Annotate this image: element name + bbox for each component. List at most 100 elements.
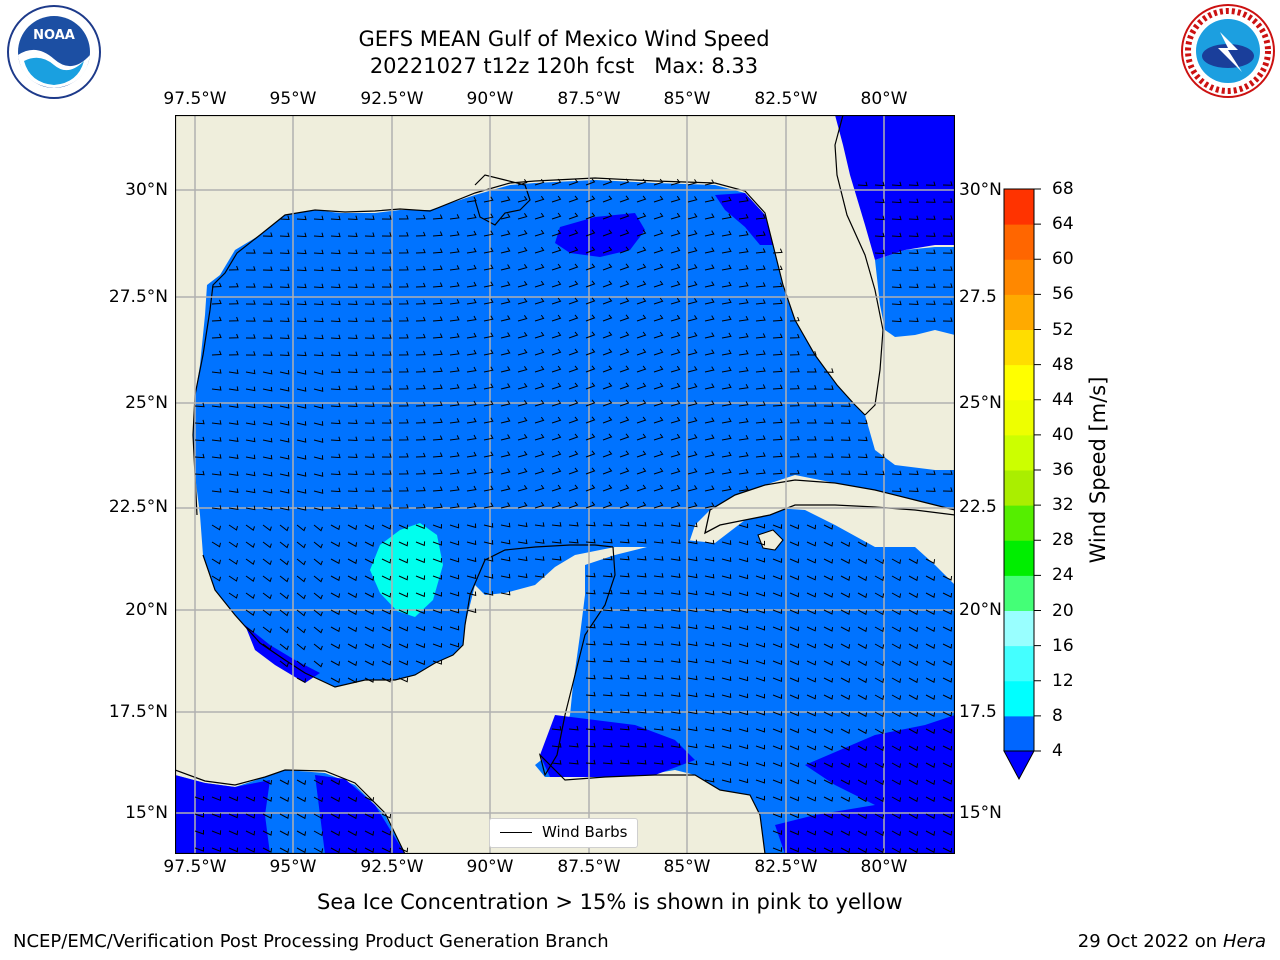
wind-barb <box>619 178 630 186</box>
wind-barb <box>772 558 783 564</box>
wind-barb <box>687 247 698 254</box>
wind-barb <box>772 694 783 700</box>
wind-barb <box>721 417 732 424</box>
wind-barb <box>840 453 851 458</box>
wind-barb <box>483 485 494 492</box>
wind-barb <box>670 433 681 441</box>
colorbar-segment <box>1004 680 1034 717</box>
wind-barb <box>296 249 307 255</box>
wind-barb <box>619 212 630 220</box>
wind-barb <box>857 453 868 459</box>
wind-barb <box>585 674 596 680</box>
wind-barb <box>313 660 323 668</box>
wind-barb <box>908 283 919 289</box>
wind-barb <box>687 400 698 407</box>
wind-barb <box>874 847 885 854</box>
wind-barb <box>925 300 936 305</box>
wind-barb <box>568 521 579 527</box>
wind-barb <box>466 264 477 271</box>
wind-barb <box>942 694 953 700</box>
wind-barb <box>840 779 851 785</box>
colorbar-segment <box>1004 610 1034 647</box>
wind-barb <box>534 331 545 339</box>
wind-barb <box>415 469 426 475</box>
wind-barb <box>687 607 698 613</box>
wind-barb <box>449 625 460 631</box>
wind-barb <box>364 541 375 547</box>
wind-barb <box>806 796 817 802</box>
wind-barb <box>194 453 205 459</box>
wind-barb <box>585 399 596 407</box>
wind-barb <box>925 215 936 220</box>
wind-barb <box>619 555 630 561</box>
wind-barb <box>313 558 323 566</box>
wind-barb <box>551 195 562 203</box>
wind-barb <box>313 266 324 272</box>
wind-barb <box>925 283 936 288</box>
wind-barb <box>347 847 358 854</box>
wind-barb <box>415 626 426 632</box>
wind-barb <box>466 281 477 288</box>
wind-barb <box>381 626 392 632</box>
wind-barb <box>755 727 765 733</box>
wind-barb <box>194 847 204 852</box>
wind-barb <box>653 229 664 237</box>
wind-barb <box>483 434 494 441</box>
wind-barb <box>704 641 715 647</box>
wind-barb <box>415 299 426 305</box>
wind-barb <box>772 745 783 751</box>
wind-barb <box>568 297 579 305</box>
wind-barb <box>704 573 715 579</box>
wind-barb <box>908 643 919 650</box>
wind-barb <box>823 470 834 475</box>
colorbar-tick-label: 24 <box>1052 565 1074 586</box>
wind-barb <box>364 796 375 802</box>
wind-barb <box>466 417 477 424</box>
wind-barb <box>398 214 409 220</box>
colorbar-tick-label: 12 <box>1052 670 1074 691</box>
wind-barb <box>908 266 919 272</box>
wind-barb <box>500 573 511 579</box>
wind-barb <box>653 314 664 322</box>
wind-barb <box>602 297 613 305</box>
wind-barb <box>806 643 817 649</box>
wind-barb <box>636 467 647 475</box>
wind-barb <box>636 297 647 305</box>
colorbar-extend-arrow <box>1003 750 1035 781</box>
wind-barb <box>908 711 919 718</box>
wind-barb <box>636 657 647 663</box>
wind-barb <box>568 399 579 407</box>
wind-barb <box>602 382 613 390</box>
wind-barb <box>364 402 375 407</box>
wind-barb <box>398 350 409 356</box>
wind-barb <box>245 420 256 426</box>
wind-barb <box>585 657 596 663</box>
wind-barb <box>449 384 460 390</box>
wind-barb <box>466 434 477 441</box>
wind-barb <box>517 400 528 407</box>
wind-barb <box>738 693 749 699</box>
wind-barb <box>789 435 800 441</box>
wind-barb <box>738 315 749 322</box>
wind-barb <box>568 229 579 237</box>
wind-barb <box>636 450 647 458</box>
wind-barb <box>789 558 800 564</box>
colorbar-label: Wind Speed [m/s] <box>1086 376 1110 564</box>
wind-barb <box>398 503 409 509</box>
wind-barb <box>211 541 221 548</box>
wind-barb <box>551 365 562 373</box>
wind-barb <box>381 453 392 458</box>
wind-barb <box>449 523 460 529</box>
wind-barb <box>585 538 596 544</box>
colorbar-segment <box>1004 540 1034 576</box>
wind-barb <box>840 830 851 836</box>
wind-barb <box>228 575 238 582</box>
wind-barb <box>228 592 238 599</box>
wind-barb <box>806 728 817 734</box>
wind-barb <box>806 677 817 683</box>
wind-barb <box>228 299 239 305</box>
wind-barb <box>925 249 936 254</box>
wind-barb <box>432 350 443 356</box>
wind-barb <box>245 592 255 600</box>
wind-barb <box>602 314 613 322</box>
